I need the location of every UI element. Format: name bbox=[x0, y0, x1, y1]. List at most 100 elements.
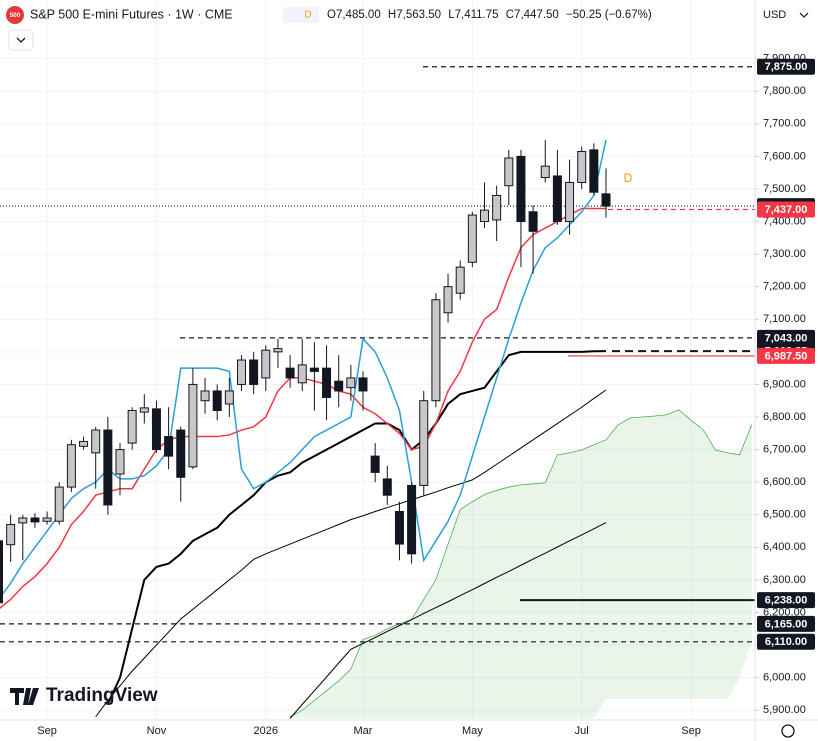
y-tick-label: 6,400.00 bbox=[763, 541, 806, 553]
y-tick-label: 7,600.00 bbox=[763, 150, 806, 162]
level-label: 6,987.50 bbox=[765, 350, 808, 362]
y-tick-label: 6,300.00 bbox=[763, 574, 806, 586]
c-prefix: C bbox=[506, 9, 514, 21]
level-label: 6,110.00 bbox=[765, 636, 807, 648]
candle-body bbox=[6, 524, 16, 546]
y-tick-label: 6,900.00 bbox=[763, 378, 806, 390]
brand-logo bbox=[10, 688, 39, 705]
candle-body bbox=[516, 155, 526, 223]
event-toggle-label: D bbox=[304, 10, 311, 21]
candle-body bbox=[601, 193, 611, 207]
x-tick-label: Jul bbox=[575, 725, 589, 737]
candle-body bbox=[480, 209, 489, 223]
o-value: 7,485.00 bbox=[336, 9, 381, 21]
candle-body bbox=[261, 349, 271, 379]
dividend-marker[interactable]: D bbox=[624, 171, 633, 185]
y-tick-label: 6,800.00 bbox=[763, 411, 806, 423]
indicator-line bbox=[106, 350, 607, 705]
x-tick-label: 2026 bbox=[254, 725, 278, 737]
candle-body bbox=[394, 510, 404, 545]
candle-body bbox=[151, 408, 161, 451]
level-label: 7,043.00 bbox=[765, 332, 808, 344]
candle-body bbox=[103, 429, 113, 506]
header: 500 S&P 500 E-mini Futures · 1W · CME D … bbox=[6, 2, 816, 51]
symbol-title[interactable]: S&P 500 E-mini Futures · 1W · CME bbox=[30, 7, 233, 21]
candle-body bbox=[115, 449, 125, 475]
indicator-line bbox=[289, 522, 607, 719]
candle-body bbox=[249, 359, 259, 385]
candle-body bbox=[237, 359, 246, 385]
level-label: 6,238.00 bbox=[765, 595, 808, 607]
candle-body bbox=[285, 367, 295, 379]
y-tick-label: 7,300.00 bbox=[763, 248, 806, 260]
candle-body bbox=[224, 390, 234, 405]
l-prefix: L bbox=[448, 9, 455, 21]
collapse-button[interactable] bbox=[8, 29, 34, 51]
x-tick-label: May bbox=[462, 725, 483, 737]
level-label-box bbox=[757, 329, 815, 346]
time-axis: Sep Nov 2026 Mar May Jul Sep bbox=[37, 725, 701, 737]
candle-body bbox=[273, 348, 283, 353]
candle-body bbox=[200, 390, 210, 402]
h-prefix: H bbox=[388, 9, 396, 21]
candle-body bbox=[407, 484, 417, 555]
settings-button[interactable] bbox=[781, 724, 795, 738]
y-tick-label: 6,000.00 bbox=[763, 672, 806, 684]
indicator-line bbox=[95, 389, 607, 718]
candle-body bbox=[467, 214, 477, 263]
candle-body bbox=[370, 455, 380, 473]
candle-body bbox=[0, 540, 3, 604]
candle-body bbox=[589, 149, 599, 193]
candle-body bbox=[42, 517, 52, 522]
event-toggle[interactable] bbox=[283, 7, 319, 23]
candle-body bbox=[139, 407, 149, 413]
y-tick-label: 6,600.00 bbox=[763, 476, 806, 488]
candle-body bbox=[528, 211, 538, 232]
indicator-line bbox=[0, 139, 607, 599]
x-tick-label: Sep bbox=[37, 725, 57, 737]
candle-body bbox=[54, 486, 64, 522]
candle-body bbox=[334, 380, 344, 392]
y-tick-label: 6,200.00 bbox=[763, 606, 806, 618]
x-tick-label: Mar bbox=[354, 725, 373, 737]
level-label-box bbox=[757, 58, 815, 75]
y-tick-label: 7,100.00 bbox=[763, 313, 806, 325]
candle-body bbox=[358, 377, 368, 392]
candle-body bbox=[66, 444, 76, 488]
candle-body bbox=[492, 194, 502, 221]
y-tick-label: 7,200.00 bbox=[763, 281, 806, 293]
badge-text: 500 bbox=[10, 12, 21, 19]
currency: USD bbox=[763, 9, 786, 21]
y-tick-label: 7,700.00 bbox=[763, 118, 806, 130]
candle-body bbox=[30, 517, 40, 523]
y-tick-label: 7,400.00 bbox=[763, 215, 806, 227]
candle-body bbox=[212, 390, 222, 411]
price-axis: 5,900.006,000.006,100.006,200.006,300.00… bbox=[755, 53, 815, 716]
x-tick-label: Sep bbox=[681, 725, 701, 737]
ohlc: O7,485.00 H7,563.50 L7,411.75 C7,447.50 … bbox=[327, 9, 652, 21]
y-tick-label: 5,900.00 bbox=[763, 704, 806, 716]
candle-body bbox=[540, 165, 550, 179]
c-value: 7,447.50 bbox=[514, 9, 559, 21]
y-tick-label: 6,700.00 bbox=[763, 443, 806, 455]
grid bbox=[0, 0, 755, 720]
cloud-edge bbox=[289, 409, 753, 718]
level-label: 6,165.00 bbox=[765, 618, 808, 630]
symbol-badge[interactable] bbox=[6, 6, 24, 24]
candle-body bbox=[91, 429, 101, 454]
candle-body bbox=[176, 429, 186, 478]
level-label-box bbox=[757, 347, 815, 364]
brand: TradingView bbox=[10, 685, 158, 706]
level-label-box bbox=[757, 633, 815, 650]
currency-caret bbox=[799, 12, 809, 18]
h-value: 7,563.50 bbox=[396, 9, 441, 21]
candle-body bbox=[322, 367, 332, 398]
l-value: 7,411.75 bbox=[455, 9, 499, 21]
candle-body bbox=[346, 377, 356, 389]
candle-body bbox=[297, 364, 307, 384]
y-tick-label: 7,800.00 bbox=[763, 85, 806, 97]
cloud-area bbox=[290, 409, 752, 719]
candle-body bbox=[164, 436, 174, 457]
level-label: 7,875.00 bbox=[765, 61, 808, 73]
y-tick-label: 7,500.00 bbox=[763, 183, 806, 195]
